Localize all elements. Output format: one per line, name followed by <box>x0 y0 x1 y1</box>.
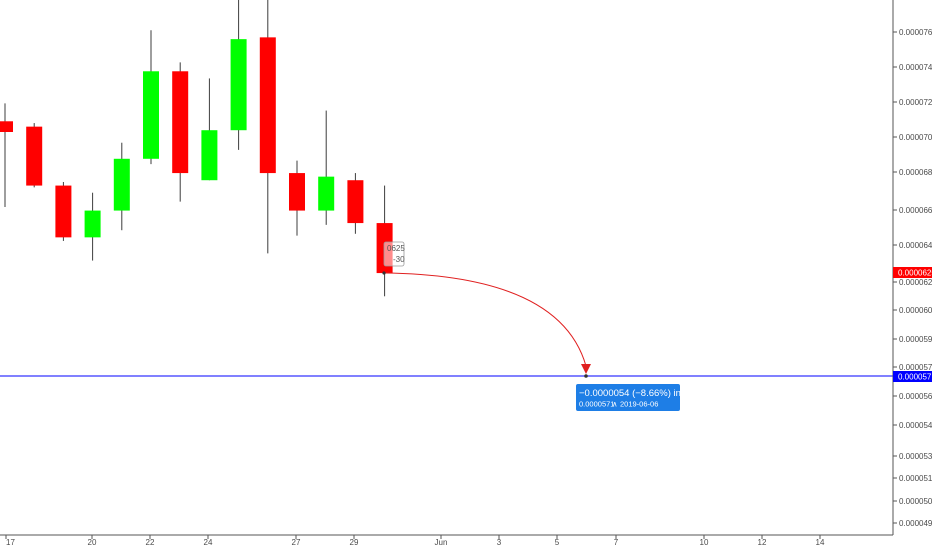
time-tick-label: 7 <box>614 538 619 547</box>
time-tick-label: 3 <box>497 538 502 547</box>
candle[interactable] <box>230 0 247 150</box>
candle[interactable] <box>55 182 72 241</box>
price-tick-label: 0.0000575 <box>899 363 932 372</box>
candle[interactable] <box>347 173 364 234</box>
projection-label[interactable]: −0.0000054 (−8.66%) in 7d 0.0000571 ∧ 20… <box>576 384 694 411</box>
time-axis-ticks: 17 20 22 24 27 29 Jun 3 5 7 10 12 14 <box>5 535 825 547</box>
time-tick-label: 14 <box>816 538 825 547</box>
candle-body-down <box>26 126 43 186</box>
time-axis[interactable]: 17 20 22 24 27 29 Jun 3 5 7 10 12 14 <box>0 534 893 547</box>
price-tick-label: 0.0000518 <box>899 474 932 483</box>
candle-body-down <box>55 185 72 238</box>
projection-end-point <box>584 374 588 378</box>
time-tick-label: 27 <box>292 538 301 547</box>
time-tick-label: Jun <box>435 538 448 547</box>
hover-tooltip-line1: 0625 <box>387 244 405 253</box>
time-tick-label: 22 <box>146 538 155 547</box>
candle-body-down <box>347 180 364 224</box>
candle[interactable] <box>0 103 13 207</box>
price-tick-label: 0.0000605 <box>899 306 932 315</box>
candle[interactable] <box>113 142 130 231</box>
price-tick-label: 0.0000545 <box>899 421 932 430</box>
overlays-group: 0625 -30 −0.0000054 (−8.66%) in 7d 0.000… <box>0 241 893 411</box>
hover-tooltip-line2: -30 <box>393 255 405 264</box>
candle-body-up <box>318 176 335 211</box>
projection-arrow-curve[interactable] <box>383 272 587 367</box>
target-price-tag-text: 0.0000571 <box>898 373 932 382</box>
hover-tooltip: 0625 -30 <box>383 241 405 267</box>
last-price-tag-text: 0.0000625 <box>898 269 932 278</box>
candle-body-down <box>172 71 189 174</box>
time-tick-label: 29 <box>350 538 359 547</box>
projection-marker: ∧ <box>612 400 618 409</box>
projection-change-text: −0.0000054 (−8.66%) in 7d <box>579 388 694 399</box>
candle-body-down <box>259 37 276 174</box>
candle[interactable] <box>376 185 393 297</box>
candle[interactable] <box>84 192 101 261</box>
candle-body-up <box>84 210 101 238</box>
candle-body-up <box>143 71 159 159</box>
candle-body-up <box>201 130 218 181</box>
last-price-tag: 0.0000625 <box>893 267 932 278</box>
time-tick-label: 12 <box>758 538 767 547</box>
candle-body-up <box>230 39 247 131</box>
projection-arrow-head <box>581 364 591 374</box>
time-tick-label: 24 <box>204 538 213 547</box>
price-tick-label: 0.0000507 <box>899 497 932 506</box>
target-price-tag: 0.0000571 <box>893 371 932 382</box>
candle-body-down <box>289 173 305 211</box>
candle[interactable] <box>201 78 218 181</box>
candle[interactable] <box>259 0 276 254</box>
candle[interactable] <box>318 110 335 225</box>
time-tick-label: 20 <box>88 538 97 547</box>
time-tick-label: 10 <box>700 538 709 547</box>
candle[interactable] <box>143 30 159 165</box>
candles-group <box>0 0 393 297</box>
projection-target-date: 2019-06-06 <box>620 400 658 409</box>
candle-body-down <box>0 121 13 132</box>
time-tick-label: 17 <box>6 538 15 547</box>
projection-start-point <box>382 271 386 275</box>
candle-body-up <box>113 158 130 211</box>
candle[interactable] <box>289 160 305 236</box>
candle[interactable] <box>26 123 43 188</box>
projection-target-price: 0.0000571 <box>579 400 614 409</box>
time-tick-label: 5 <box>555 538 560 547</box>
candle[interactable] <box>172 62 189 202</box>
price-tick-label: 0.0000496 <box>899 519 932 528</box>
